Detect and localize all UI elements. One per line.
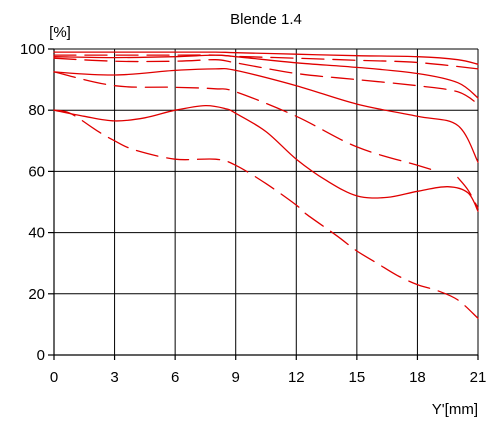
x-tick-label-9: 9 xyxy=(232,369,240,386)
x-tick-label-0: 0 xyxy=(50,369,58,386)
series-line-8-dashed xyxy=(53,109,479,319)
y-tick-label-60: 60 xyxy=(28,163,45,180)
grid xyxy=(53,48,479,356)
y-tick-label-40: 40 xyxy=(28,225,45,242)
series-line-9-dashed xyxy=(457,176,479,209)
series-line-3-solid xyxy=(53,54,479,99)
tick-labels: 0 20 40 60 80 100 0 3 6 9 12 15 18 21 xyxy=(20,41,486,386)
series-line-1-solid xyxy=(53,51,479,65)
x-tick-label-21: 21 xyxy=(470,369,487,386)
chart-title: Blende 1.4 xyxy=(230,11,302,28)
series-line-7-solid xyxy=(53,104,479,212)
series-line-2-dashed xyxy=(53,54,479,70)
x-tick-label-12: 12 xyxy=(288,369,305,386)
x-tick-label-3: 3 xyxy=(110,369,118,386)
curves xyxy=(53,51,479,319)
y-tick-label-80: 80 xyxy=(28,102,45,119)
x-axis-label: Y'[mm] xyxy=(432,401,478,418)
y-tick-label-0: 0 xyxy=(37,347,45,364)
x-tick-label-6: 6 xyxy=(171,369,179,386)
y-tick-label-100: 100 xyxy=(20,41,45,58)
y-tick-label-20: 20 xyxy=(28,286,45,303)
series-line-6-dashed xyxy=(53,71,439,173)
series-line-5-solid xyxy=(53,67,479,163)
x-tick-label-15: 15 xyxy=(349,369,366,386)
series-line-4-dashed xyxy=(53,57,479,105)
y-axis-label: [%] xyxy=(49,24,71,41)
x-tick-label-18: 18 xyxy=(409,369,426,386)
